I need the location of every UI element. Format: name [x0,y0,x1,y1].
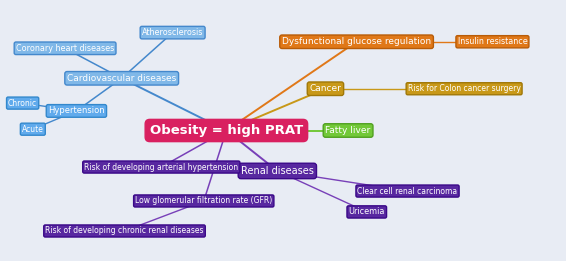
Text: Obesity = high PRAT: Obesity = high PRAT [150,124,303,137]
Text: Low glomerular filtration rate (GFR): Low glomerular filtration rate (GFR) [135,197,272,205]
Text: Fatty liver: Fatty liver [325,126,371,135]
Text: Risk for Colon cancer surgery: Risk for Colon cancer surgery [408,84,521,93]
Text: Dysfunctional glucose regulation: Dysfunctional glucose regulation [282,37,431,46]
Text: Cancer: Cancer [310,84,341,93]
Text: Risk of developing chronic renal diseases: Risk of developing chronic renal disease… [45,227,204,235]
Text: Renal diseases: Renal diseases [241,166,314,176]
Text: Acute: Acute [22,125,44,134]
Text: Coronary heart diseases: Coronary heart diseases [16,44,114,53]
Text: Chronic: Chronic [8,99,37,108]
Text: Hypertension: Hypertension [48,106,105,115]
Text: Risk of developing arterial hypertension: Risk of developing arterial hypertension [84,163,238,171]
Text: Cardiovascular diseases: Cardiovascular diseases [67,74,177,83]
Text: Atherosclerosis: Atherosclerosis [142,28,203,37]
Text: Insulin resistance: Insulin resistance [457,37,528,46]
Text: Clear cell renal carcinoma: Clear cell renal carcinoma [358,187,457,195]
Text: Uricemia: Uricemia [349,207,385,216]
